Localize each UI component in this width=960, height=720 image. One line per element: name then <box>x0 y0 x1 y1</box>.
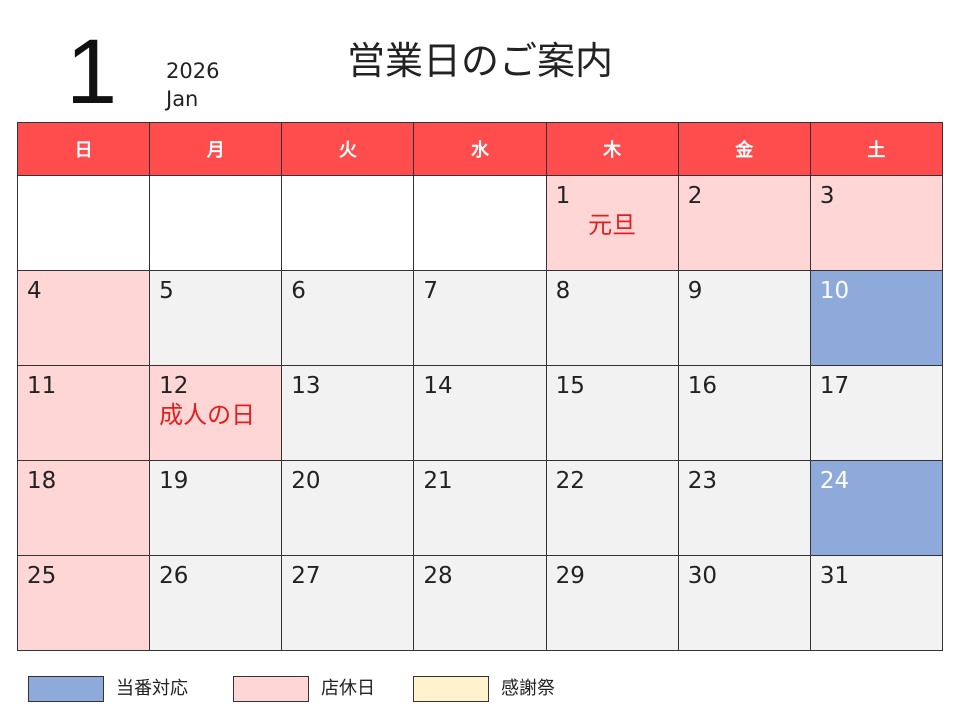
calendar-day-cell: 13 <box>281 365 415 461</box>
calendar-day-cell: 30 <box>677 555 811 651</box>
calendar-empty-cell <box>413 175 547 271</box>
calendar-day-cell: 6 <box>281 270 415 366</box>
day-number: 22 <box>555 468 585 494</box>
calendar-day-cell: 19 <box>149 460 283 556</box>
day-number <box>18 176 149 182</box>
calendar-day-cell: 11 <box>16 365 151 461</box>
calendar-empty-cell <box>149 175 283 271</box>
day-number: 30 <box>687 563 717 589</box>
weekday-thu: 木 <box>545 122 679 176</box>
legend-label-thanksgiving: 感謝祭 <box>501 678 555 699</box>
day-number <box>282 176 413 182</box>
calendar-day-cell: 8 <box>545 270 679 366</box>
day-number: 25 <box>27 563 57 589</box>
legend-label-duty: 当番対応 <box>116 678 188 699</box>
day-number: 16 <box>687 373 717 399</box>
calendar-day-cell: 23 <box>677 460 811 556</box>
weekday-tue: 火 <box>281 122 415 176</box>
day-number: 7 <box>423 278 439 304</box>
calendar-day-cell: 4 <box>16 270 151 366</box>
calendar-day-cell: 24 <box>809 460 944 556</box>
day-number: 1 <box>555 183 571 209</box>
day-number: 6 <box>291 278 306 304</box>
month-number: 1 <box>66 21 118 123</box>
weekday-wed: 水 <box>413 122 547 176</box>
calendar-day-cell: 20 <box>281 460 415 556</box>
calendar-day-cell: 3 <box>809 175 944 271</box>
day-number: 23 <box>687 468 717 494</box>
calendar-day-cell: 5 <box>149 270 283 366</box>
day-number: 18 <box>27 468 57 494</box>
day-number: 3 <box>819 183 835 209</box>
calendar-grid: 日 月 火 水 木 金 土 1 元旦 2 3 4 5 6 7 8 9 10 11 12 成人の日 13 14 1… <box>16 122 944 651</box>
calendar-week-row: 1 元旦 2 3 <box>16 175 944 271</box>
calendar-day-cell: 15 <box>545 365 679 461</box>
day-number: 14 <box>423 373 453 399</box>
month-english-label: Jan <box>166 87 199 111</box>
calendar-day-cell: 2 <box>677 175 811 271</box>
day-number: 27 <box>291 563 321 589</box>
day-number: 19 <box>159 468 189 494</box>
calendar-day-cell: 26 <box>149 555 283 651</box>
calendar-day-cell: 18 <box>16 460 151 556</box>
day-number: 10 <box>819 278 850 304</box>
day-number: 31 <box>819 563 850 589</box>
day-number: 28 <box>423 563 453 589</box>
calendar-day-cell: 21 <box>413 460 547 556</box>
calendar-week-row: 4 5 6 7 8 9 10 <box>16 270 944 366</box>
holiday-event-label: 成人の日 <box>159 401 256 429</box>
day-number: 26 <box>159 563 189 589</box>
calendar-day-cell: 17 <box>809 365 944 461</box>
day-number <box>414 176 545 182</box>
page-title: 営業日のご案内 <box>346 39 613 83</box>
day-number: 17 <box>819 373 850 399</box>
legend-label-closed: 店休日 <box>321 678 375 699</box>
day-number: 5 <box>159 278 174 304</box>
day-number: 9 <box>687 278 703 304</box>
calendar-day-cell: 31 <box>809 555 944 651</box>
weekday-header-row: 日 月 火 水 木 金 土 <box>16 122 944 176</box>
legend-swatch-thanksgiving <box>413 676 489 702</box>
calendar-day-cell: 9 <box>677 270 811 366</box>
day-number: 20 <box>291 468 321 494</box>
year-label: 2026 <box>166 59 220 83</box>
calendar-day-cell: 10 <box>809 270 944 366</box>
calendar-day-cell: 1 元旦 <box>545 175 679 271</box>
day-number: 8 <box>555 278 571 304</box>
day-number: 21 <box>423 468 453 494</box>
calendar-day-cell: 22 <box>545 460 679 556</box>
calendar-week-row: 11 12 成人の日 13 14 15 16 17 <box>16 365 944 461</box>
calendar-day-cell: 25 <box>16 555 151 651</box>
day-number: 15 <box>555 373 585 399</box>
holiday-event-label: 元旦 <box>588 211 637 239</box>
calendar-body: 1 元旦 2 3 4 5 6 7 8 9 10 11 12 成人の日 13 14 15 16 17 18 19 20 21 2… <box>16 175 944 651</box>
legend-swatch-closed <box>233 676 309 702</box>
weekday-sun: 日 <box>16 122 151 176</box>
calendar-week-row: 25 26 27 28 29 30 31 <box>16 555 944 651</box>
day-number <box>150 176 281 182</box>
calendar-empty-cell <box>281 175 415 271</box>
calendar-day-cell: 29 <box>545 555 679 651</box>
calendar-day-cell: 28 <box>413 555 547 651</box>
calendar-week-row: 18 19 20 21 22 23 24 <box>16 460 944 556</box>
calendar-day-cell: 7 <box>413 270 547 366</box>
day-number: 12 <box>159 373 189 399</box>
day-number: 29 <box>555 563 585 589</box>
calendar-day-cell: 27 <box>281 555 415 651</box>
legend-swatch-duty <box>28 676 104 702</box>
weekday-sat: 土 <box>809 122 944 176</box>
calendar-day-cell: 16 <box>677 365 811 461</box>
calendar-day-cell: 12 成人の日 <box>149 365 283 461</box>
weekday-mon: 月 <box>149 122 283 176</box>
day-number: 11 <box>27 373 57 399</box>
day-number: 24 <box>819 468 850 494</box>
weekday-fri: 金 <box>677 122 811 176</box>
day-number: 4 <box>27 278 42 304</box>
calendar-day-cell: 14 <box>413 365 547 461</box>
calendar-empty-cell <box>16 175 151 271</box>
day-number: 13 <box>291 373 321 399</box>
day-number: 2 <box>687 183 703 209</box>
